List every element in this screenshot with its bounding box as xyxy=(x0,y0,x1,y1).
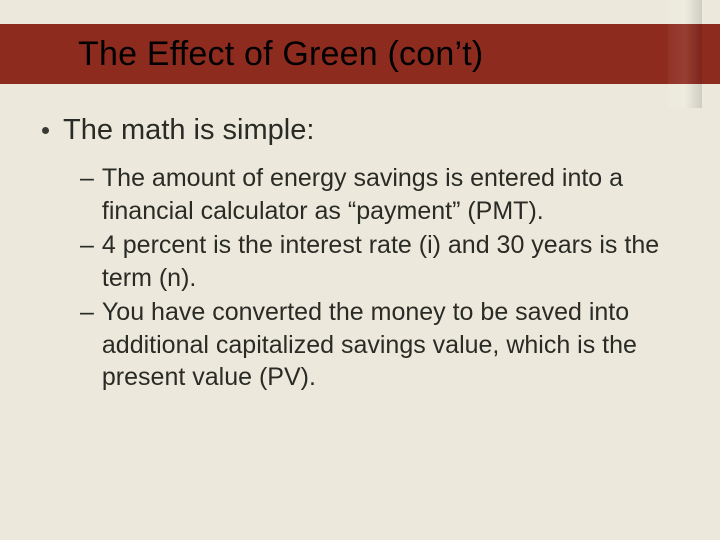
dash-icon: – xyxy=(80,229,94,262)
bullet-level1: The math is simple: xyxy=(42,112,674,148)
bullet-level2-text: You have converted the money to be saved… xyxy=(102,296,662,394)
bullet-level2: – The amount of energy savings is entere… xyxy=(80,162,674,227)
dash-icon: – xyxy=(80,162,94,195)
slide-body: The math is simple: – The amount of ener… xyxy=(42,112,674,396)
bullet-level2-text: 4 percent is the interest rate (i) and 3… xyxy=(102,229,662,294)
dash-icon: – xyxy=(80,296,94,329)
bullet-level1-text: The math is simple: xyxy=(63,112,314,148)
slide: The Effect of Green (con’t) The math is … xyxy=(0,0,720,540)
bullet-level2: – You have converted the money to be sav… xyxy=(80,296,674,394)
bullet-level2: – 4 percent is the interest rate (i) and… xyxy=(80,229,674,294)
bullet-dot-icon xyxy=(42,127,49,134)
title-bar: The Effect of Green (con’t) xyxy=(0,24,720,84)
bullet-level2-text: The amount of energy savings is entered … xyxy=(102,162,662,227)
slide-title: The Effect of Green (con’t) xyxy=(78,35,483,74)
